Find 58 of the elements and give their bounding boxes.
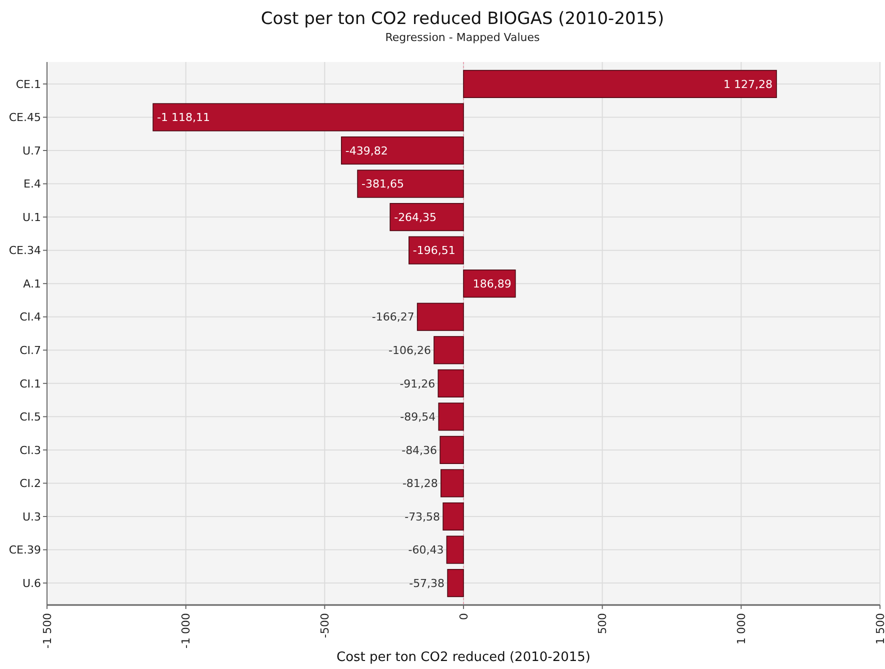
chart-subtitle: Regression - Mapped Values xyxy=(385,31,540,44)
data-label: 1 127,28 xyxy=(724,78,773,91)
data-label: -57,38 xyxy=(409,576,445,590)
data-label: -381,65 xyxy=(362,178,404,191)
bar xyxy=(463,270,516,298)
bar xyxy=(416,302,464,331)
x-tick-label: 1 000 xyxy=(735,613,748,644)
bar xyxy=(152,103,464,132)
bar xyxy=(446,536,464,564)
bar xyxy=(357,170,464,198)
bar xyxy=(408,236,464,264)
x-tick-label: 500 xyxy=(596,613,610,634)
y-tick-label: CI.3 xyxy=(20,444,41,457)
data-label: -166,27 xyxy=(372,310,414,324)
x-tick-label: -500 xyxy=(318,613,332,638)
y-tick-label: CE.1 xyxy=(16,78,41,91)
data-label: -73,58 xyxy=(404,510,440,524)
bar xyxy=(438,369,464,398)
bar xyxy=(447,568,464,598)
y-tick-label: CI.5 xyxy=(20,410,41,424)
y-tick-label: CE.39 xyxy=(8,544,41,557)
bar xyxy=(463,70,777,98)
y-tick-label: CE.45 xyxy=(8,111,41,124)
bar xyxy=(440,469,464,498)
y-tick-label: E.4 xyxy=(24,178,41,191)
y-tick-label: CE.34 xyxy=(8,244,41,258)
x-axis-title: Cost per ton CO2 reduced (2010-2015) xyxy=(336,650,590,665)
data-label: -196,51 xyxy=(412,244,456,258)
data-label: -1 118,11 xyxy=(157,111,210,124)
data-label: 186,89 xyxy=(472,277,512,290)
y-tick-label: U.6 xyxy=(22,576,41,590)
data-label: -89,54 xyxy=(400,410,436,424)
data-label: -91,26 xyxy=(400,377,436,390)
data-label: -439,82 xyxy=(345,144,388,158)
x-tick-label: -1 500 xyxy=(40,613,54,648)
data-label: -106,26 xyxy=(388,344,431,357)
bar xyxy=(390,203,464,232)
y-tick-label: U.1 xyxy=(22,210,41,224)
y-tick-label: CI.2 xyxy=(20,477,41,490)
data-label: -264,35 xyxy=(394,210,437,224)
y-tick-label: CI.4 xyxy=(20,310,41,324)
bar xyxy=(440,436,464,464)
y-tick-label: U.7 xyxy=(22,144,41,158)
x-tick-label: 0 xyxy=(457,613,470,620)
bar xyxy=(434,336,464,364)
y-tick-label: CI.1 xyxy=(20,377,41,390)
x-tick-label: 1 500 xyxy=(874,613,885,644)
y-tick-label: A.1 xyxy=(23,277,41,290)
data-label: -60,43 xyxy=(408,544,444,557)
data-label: -84,36 xyxy=(402,444,438,457)
bar xyxy=(438,402,464,431)
data-label: -81,28 xyxy=(402,477,438,490)
bar xyxy=(442,502,464,531)
x-tick-label: -1 000 xyxy=(180,613,193,648)
chart-title: Cost per ton CO2 reduced BIOGAS (2010-2015) xyxy=(260,9,664,29)
y-tick-label: CI.7 xyxy=(20,344,41,357)
bar xyxy=(340,136,464,165)
y-tick-label: U.3 xyxy=(22,510,41,524)
